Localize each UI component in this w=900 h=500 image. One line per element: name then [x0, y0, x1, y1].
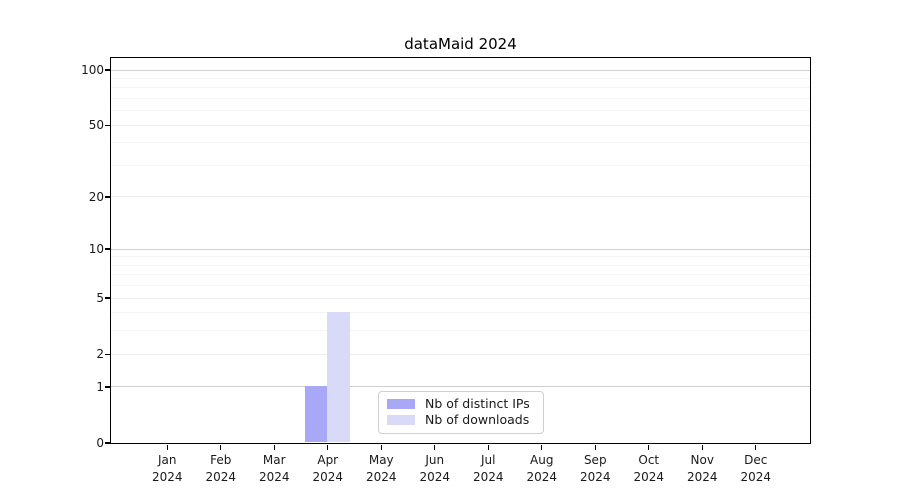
x-tick-month: Jun: [425, 453, 445, 467]
gridline-minor: [110, 312, 810, 314]
bar-downloads-apr: [327, 312, 350, 443]
x-tick-month: Dec: [744, 453, 768, 467]
gridline-minor: [110, 274, 810, 276]
gridline-mid: [110, 353, 810, 355]
x-tick-mark: [648, 444, 650, 450]
x-tick-year: 2024: [419, 470, 451, 484]
y-tick-mark: [104, 442, 110, 444]
x-tick-month: May: [368, 453, 394, 467]
y-tick-label: 100: [81, 63, 104, 77]
gridline-major: [110, 386, 810, 388]
y-tick-label: 5: [96, 291, 104, 306]
x-tick-label-jun: Jun 2024: [405, 452, 465, 486]
y-tick-mark: [104, 248, 110, 250]
x-tick-label-may: May 2024: [351, 452, 411, 486]
x-tick-month: Feb: [210, 453, 232, 467]
gridline-minor: [110, 256, 810, 258]
y-tick-mark: [104, 353, 110, 355]
x-tick-label-mar: Mar 2024: [244, 452, 304, 486]
x-tick-month: Nov: [690, 453, 714, 467]
gridline-major: [110, 69, 810, 71]
gridline-minor: [110, 264, 810, 266]
x-tick-month: Jan: [158, 453, 177, 467]
y-tick-mark: [104, 297, 110, 299]
x-tick-label-sep: Sep 2024: [565, 452, 625, 486]
gridline-minor: [110, 285, 810, 287]
gridline-minor: [110, 330, 810, 332]
x-tick-month: Aug: [530, 453, 554, 467]
legend-label-downloads: Nb of downloads: [425, 412, 530, 427]
x-tick-label-nov: Nov 2024: [672, 452, 732, 486]
x-tick-mark: [166, 444, 168, 450]
x-tick-month: Jul: [481, 453, 496, 467]
x-tick-mark: [541, 444, 543, 450]
x-tick-label-apr: Apr 2024: [298, 452, 358, 486]
x-tick-label-oct: Oct 2024: [619, 452, 679, 486]
legend-label-distinct-ips: Nb of distinct IPs: [425, 396, 530, 411]
x-tick-year: 2024: [686, 470, 718, 484]
x-tick-year: 2024: [312, 470, 344, 484]
x-tick-mark: [701, 444, 703, 450]
plot-area: [109, 56, 811, 444]
distinct-ips-swatch-icon: [387, 399, 415, 409]
x-tick-mark: [327, 444, 329, 450]
chart-title: dataMaid 2024: [404, 35, 517, 53]
x-tick-month: Apr: [317, 453, 339, 467]
y-tick-mark: [104, 196, 110, 198]
x-tick-month: Mar: [262, 453, 286, 467]
x-tick-month: Sep: [583, 453, 607, 467]
legend: Nb of distinct IPs Nb of downloads: [378, 391, 544, 434]
x-tick-year: 2024: [579, 470, 611, 484]
gridline-minor: [110, 87, 810, 89]
x-tick-year: 2024: [633, 470, 665, 484]
gridline-minor: [110, 97, 810, 99]
gridline-minor: [110, 110, 810, 112]
gridline-mid: [110, 297, 810, 299]
y-tick-label: 1: [96, 379, 104, 394]
x-tick-year: 2024: [365, 470, 397, 484]
y-tick-mark: [104, 69, 110, 71]
downloads-swatch-icon: [387, 415, 415, 425]
x-tick-year: 2024: [526, 470, 558, 484]
x-tick-year: 2024: [151, 470, 183, 484]
gridline-minor: [110, 142, 810, 144]
legend-item-downloads: Nb of downloads: [379, 412, 543, 428]
x-tick-mark: [434, 444, 436, 450]
x-tick-mark: [380, 444, 382, 450]
x-tick-year: 2024: [472, 470, 504, 484]
gridline-minor: [110, 164, 810, 166]
x-tick-mark: [220, 444, 222, 450]
x-tick-label-jan: Jan 2024: [137, 452, 197, 486]
x-tick-year: 2024: [205, 470, 237, 484]
x-tick-month: Oct: [638, 453, 660, 467]
bar-distinct-ips-apr: [304, 386, 328, 443]
y-tick-label: 2: [96, 347, 104, 362]
x-tick-year: 2024: [740, 470, 772, 484]
x-tick-label-dec: Dec 2024: [726, 452, 786, 486]
x-tick-label-aug: Aug 2024: [512, 452, 572, 486]
x-tick-mark: [487, 444, 489, 450]
y-tick-label: 20: [88, 189, 104, 204]
gridline-major: [110, 248, 810, 250]
gridline-mid: [110, 124, 810, 126]
x-tick-mark: [273, 444, 275, 450]
gridline-minor: [110, 77, 810, 79]
x-tick-label-jul: Jul 2024: [458, 452, 518, 486]
y-tick-label: 50: [88, 118, 104, 133]
x-tick-year: 2024: [258, 470, 290, 484]
y-tick-mark: [104, 124, 110, 126]
x-tick-mark: [755, 444, 757, 450]
x-tick-label-feb: Feb 2024: [191, 452, 251, 486]
legend-item-distinct-ips: Nb of distinct IPs: [379, 396, 543, 412]
y-tick-mark: [104, 386, 110, 388]
y-tick-label: 0: [96, 436, 104, 450]
x-tick-mark: [594, 444, 596, 450]
y-tick-label: 10: [88, 242, 104, 257]
gridline-mid: [110, 196, 810, 198]
